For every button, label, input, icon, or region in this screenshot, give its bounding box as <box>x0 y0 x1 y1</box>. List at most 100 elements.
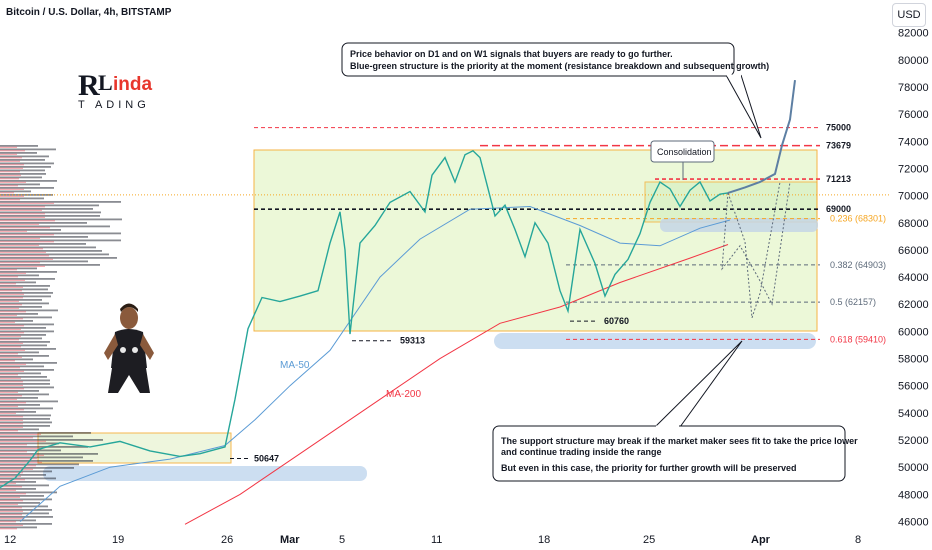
ma50-line <box>19 205 731 522</box>
volume-bar <box>0 446 88 448</box>
volume-bar-sell <box>0 269 17 271</box>
y-tick-label: 68000 <box>898 218 929 230</box>
volume-bar-sell <box>0 398 17 400</box>
price-line <box>0 149 729 489</box>
bottom-note-line-2: and continue trading inside the range <box>501 447 662 457</box>
levels: 75000 73679 71213 69000 60760 59313 50647 0.236… <box>0 123 931 463</box>
volume-bar <box>0 288 48 291</box>
x-tick-label: 18 <box>538 534 550 546</box>
volume-bar <box>0 362 57 364</box>
volume-bar-sell <box>0 437 33 439</box>
volume-bar <box>0 327 46 329</box>
volume-bar <box>0 393 49 396</box>
y-tick-label: 72000 <box>898 163 929 175</box>
volume-bar-sell <box>0 223 39 225</box>
volume-bar <box>0 341 50 343</box>
bottom-note-line-4: But even in this case, the priority for … <box>501 463 797 473</box>
ma50-label: MA-50 <box>280 360 310 371</box>
volume-bar <box>0 334 46 336</box>
scenario-b-path <box>727 181 781 318</box>
svg-text:inda: inda <box>113 74 152 95</box>
y-tick-label: 52000 <box>898 435 929 447</box>
volume-bar-sell <box>0 374 18 376</box>
volume-bar <box>0 271 57 273</box>
currency-button[interactable]: USD <box>892 3 926 27</box>
volume-bar-sell <box>0 430 18 432</box>
volume-bar-sell <box>0 146 17 148</box>
y-axis: 46000 48000 50000 52000 54000 56000 58000 60000… <box>889 0 932 550</box>
volume-bar <box>0 376 47 378</box>
y-tick-label: 58000 <box>898 354 929 366</box>
volume-bar-sell <box>0 528 17 530</box>
volume-bar-sell <box>0 384 23 386</box>
volume-bar <box>0 460 93 462</box>
y-tick-label: 54000 <box>898 408 929 420</box>
volume-bar-sell <box>0 360 15 362</box>
volume-bar-sell <box>0 192 14 194</box>
volume-bar <box>0 407 53 410</box>
volume-bar <box>0 292 53 294</box>
x-tick-label: Apr <box>751 534 771 546</box>
volume-bar-sell <box>0 220 55 222</box>
volume-bar-sell <box>0 353 18 355</box>
volume-bar <box>0 320 33 322</box>
volume-bar <box>0 236 88 238</box>
volume-bar-sell <box>0 279 25 281</box>
volume-bar-sell <box>0 325 24 327</box>
volume-bar <box>0 187 54 189</box>
volume-bar <box>0 323 54 326</box>
volume-bar <box>0 516 53 518</box>
volume-bar-sell <box>0 433 41 435</box>
volume-bar <box>0 411 36 413</box>
volume-bar <box>0 306 42 308</box>
volume-bar <box>0 421 52 424</box>
volume-bar <box>0 470 52 473</box>
volume-bar <box>0 239 121 242</box>
volume-bar <box>0 477 56 480</box>
volume-bar-sell <box>0 458 37 460</box>
volume-bar <box>0 274 39 277</box>
x-tick-label: 11 <box>431 534 442 546</box>
volume-bar <box>0 456 83 459</box>
volume-bar-sell <box>0 286 23 288</box>
y-tick-label: 64000 <box>898 272 929 284</box>
volume-bar <box>0 519 36 522</box>
level-label: 69000 <box>826 204 851 214</box>
volume-bar-sell <box>0 447 40 449</box>
volume-bar <box>0 358 33 361</box>
volume-bar-sell <box>0 335 21 337</box>
volume-bar-sell <box>0 363 26 365</box>
volume-bar-sell <box>0 304 22 306</box>
volume-bar <box>0 197 44 200</box>
volume-bar <box>0 250 102 252</box>
volume-bar-sell <box>0 419 23 421</box>
volume-bar <box>0 162 54 165</box>
volume-bar-sell <box>0 237 40 239</box>
volume-bar <box>0 418 50 420</box>
volume-bar <box>0 526 37 529</box>
volume-bar-sell <box>0 150 25 152</box>
x-tick-label: 25 <box>643 534 655 546</box>
volume-bar <box>0 316 52 319</box>
symbol-title: Bitcoin / U.S. Dollar, 4h, BITSTAMP <box>6 7 172 18</box>
volume-bar <box>0 169 45 172</box>
level-label: 71213 <box>826 174 851 184</box>
volume-bar-sell <box>0 454 44 456</box>
volume-bar <box>0 176 42 179</box>
volume-bar-sell <box>0 339 19 341</box>
range-zone <box>253 149 818 332</box>
volume-bar-sell <box>0 241 54 243</box>
volume-bar <box>0 383 50 385</box>
y-axis-background <box>889 0 932 550</box>
volume-bar <box>0 313 38 315</box>
volume-bar <box>0 257 117 259</box>
y-tick-label: 50000 <box>898 462 929 474</box>
linda-trading-logo: R L inda T ADING <box>78 69 152 111</box>
ma200-line <box>184 244 729 525</box>
volume-bar-sell <box>0 251 46 253</box>
volume-bar-sell <box>0 468 33 470</box>
volume-bar-sell <box>0 178 19 180</box>
volume-bar <box>0 166 51 168</box>
volume-bar <box>0 243 86 245</box>
volume-bar <box>0 442 59 445</box>
